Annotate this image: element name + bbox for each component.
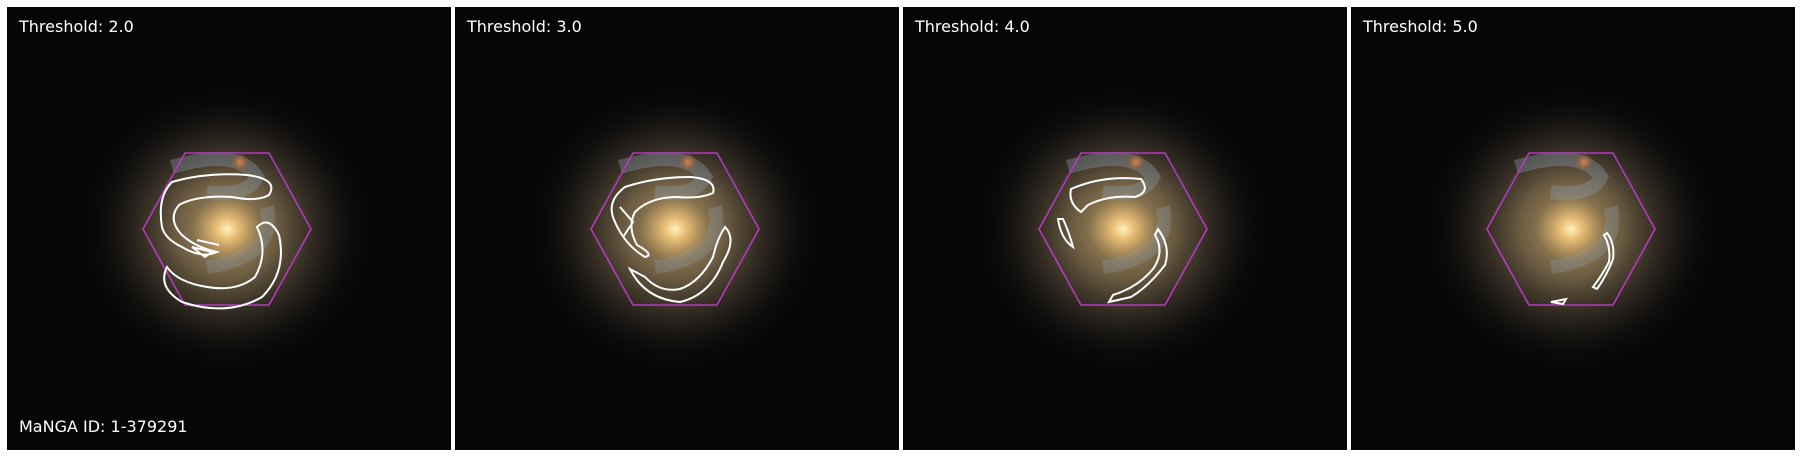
contour-lines [159, 173, 282, 310]
galaxy-image [455, 7, 899, 450]
galaxy-image [903, 7, 1347, 450]
fiber-bundle-hexagon [1486, 152, 1656, 306]
contour-lines [610, 175, 732, 304]
galaxy-image [1351, 7, 1795, 450]
fiber-bundle-hexagon [1038, 152, 1208, 306]
galaxy-image [7, 7, 451, 450]
galaxy-panel-threshold-4: Threshold: 4.0 [903, 7, 1347, 450]
fiber-bundle-hexagon [142, 152, 312, 306]
galaxy-panel-threshold-2: Threshold: 2.0 MaNGA ID: 1-379291 [7, 7, 451, 450]
galaxy-panel-threshold-3: Threshold: 3.0 [455, 7, 899, 450]
fiber-bundle-hexagon [590, 152, 760, 306]
contour-lines [1550, 231, 1615, 306]
galaxy-panel-threshold-5: Threshold: 5.0 [1351, 7, 1795, 450]
contour-lines [1056, 177, 1168, 304]
